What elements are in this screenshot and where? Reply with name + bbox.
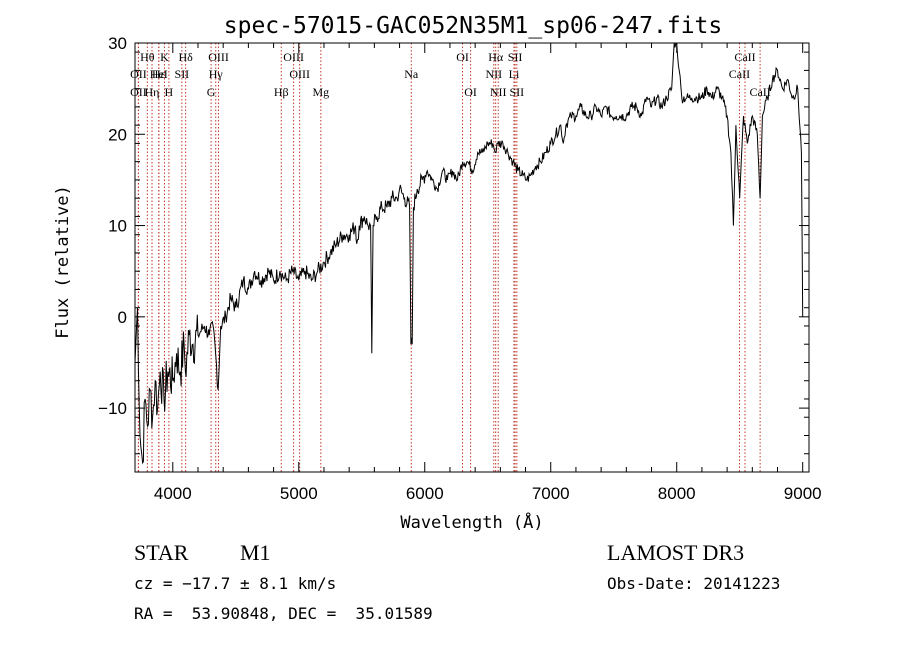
line-marker-label: Hε [152, 67, 166, 81]
spectrum-line [134, 42, 804, 465]
line-marker-label: OI [464, 85, 477, 99]
line-marker-label: OII [130, 85, 147, 99]
y-axis-ticks: −10 0 10 20 30 [98, 34, 809, 455]
x-axis-label: Wavelength (Å) [400, 511, 543, 533]
line-marker-label: NII [485, 67, 502, 81]
object-class: STAR [134, 540, 189, 565]
line-marker-label: G [207, 85, 216, 99]
line-marker-label: H [165, 85, 174, 99]
y-axis-label: Flux (relative) [53, 185, 73, 339]
line-marker-label: CaII [729, 67, 750, 81]
spectrum-series [134, 42, 804, 465]
line-marker-label: Mg [312, 85, 329, 99]
x-tick-label: 8000 [658, 484, 696, 503]
line-marker-label: Hγ [209, 67, 224, 81]
line-marker-label: SII [508, 50, 523, 64]
line-marker-label: OIII [283, 50, 304, 64]
line-marker-label: Hη [145, 85, 160, 99]
survey-name: LAMOST DR3 [607, 540, 745, 565]
line-marker-label: OI [456, 50, 469, 64]
x-tick-label: 7000 [532, 484, 570, 503]
line-marker-label: SII [175, 67, 190, 81]
object-subclass: M1 [240, 540, 271, 565]
line-marker-label: CaII [734, 50, 755, 64]
y-tick-label: 0 [118, 308, 127, 327]
y-tick-label: 20 [108, 125, 127, 144]
line-marker-label: SII [510, 85, 525, 99]
x-tick-label: 5000 [280, 484, 318, 503]
chart-title: spec-57015-GAC052N35M1_sp06-247.fits [224, 13, 723, 39]
x-tick-label: 6000 [406, 484, 444, 503]
line-marker-label: CaII [749, 85, 770, 99]
x-tick-label: 9000 [784, 484, 822, 503]
y-tick-label: −10 [98, 399, 127, 418]
line-markers [137, 43, 761, 472]
line-marker-label: Hα [488, 50, 504, 64]
line-marker-label: Na [404, 67, 419, 81]
line-marker-label: OIII [289, 67, 310, 81]
obs-date: Obs-Date: 20141223 [607, 574, 781, 593]
line-marker-label: Hβ [274, 85, 289, 99]
line-marker-label: Li [509, 67, 520, 81]
line-marker-label: HeI [150, 67, 168, 81]
redshift-text: cz = −17.7 ± 8.1 km/s [134, 574, 337, 593]
line-marker-label: Hδ [178, 50, 193, 64]
line-marker-label: K [160, 50, 169, 64]
coordinates: RA = 53.90848, DEC = 35.01589 [134, 604, 433, 623]
x-axis-ticks: 4000 5000 6000 7000 8000 9000 [154, 43, 822, 503]
y-tick-label: 30 [108, 34, 127, 53]
x-tick-label: 4000 [154, 484, 192, 503]
line-marker-label: OII [130, 67, 147, 81]
line-marker-label: Hθ [140, 50, 155, 64]
line-marker-label: NII [490, 85, 507, 99]
plot-frame [134, 42, 810, 473]
y-tick-label: 10 [108, 217, 127, 236]
line-marker-label: OIII [208, 50, 229, 64]
